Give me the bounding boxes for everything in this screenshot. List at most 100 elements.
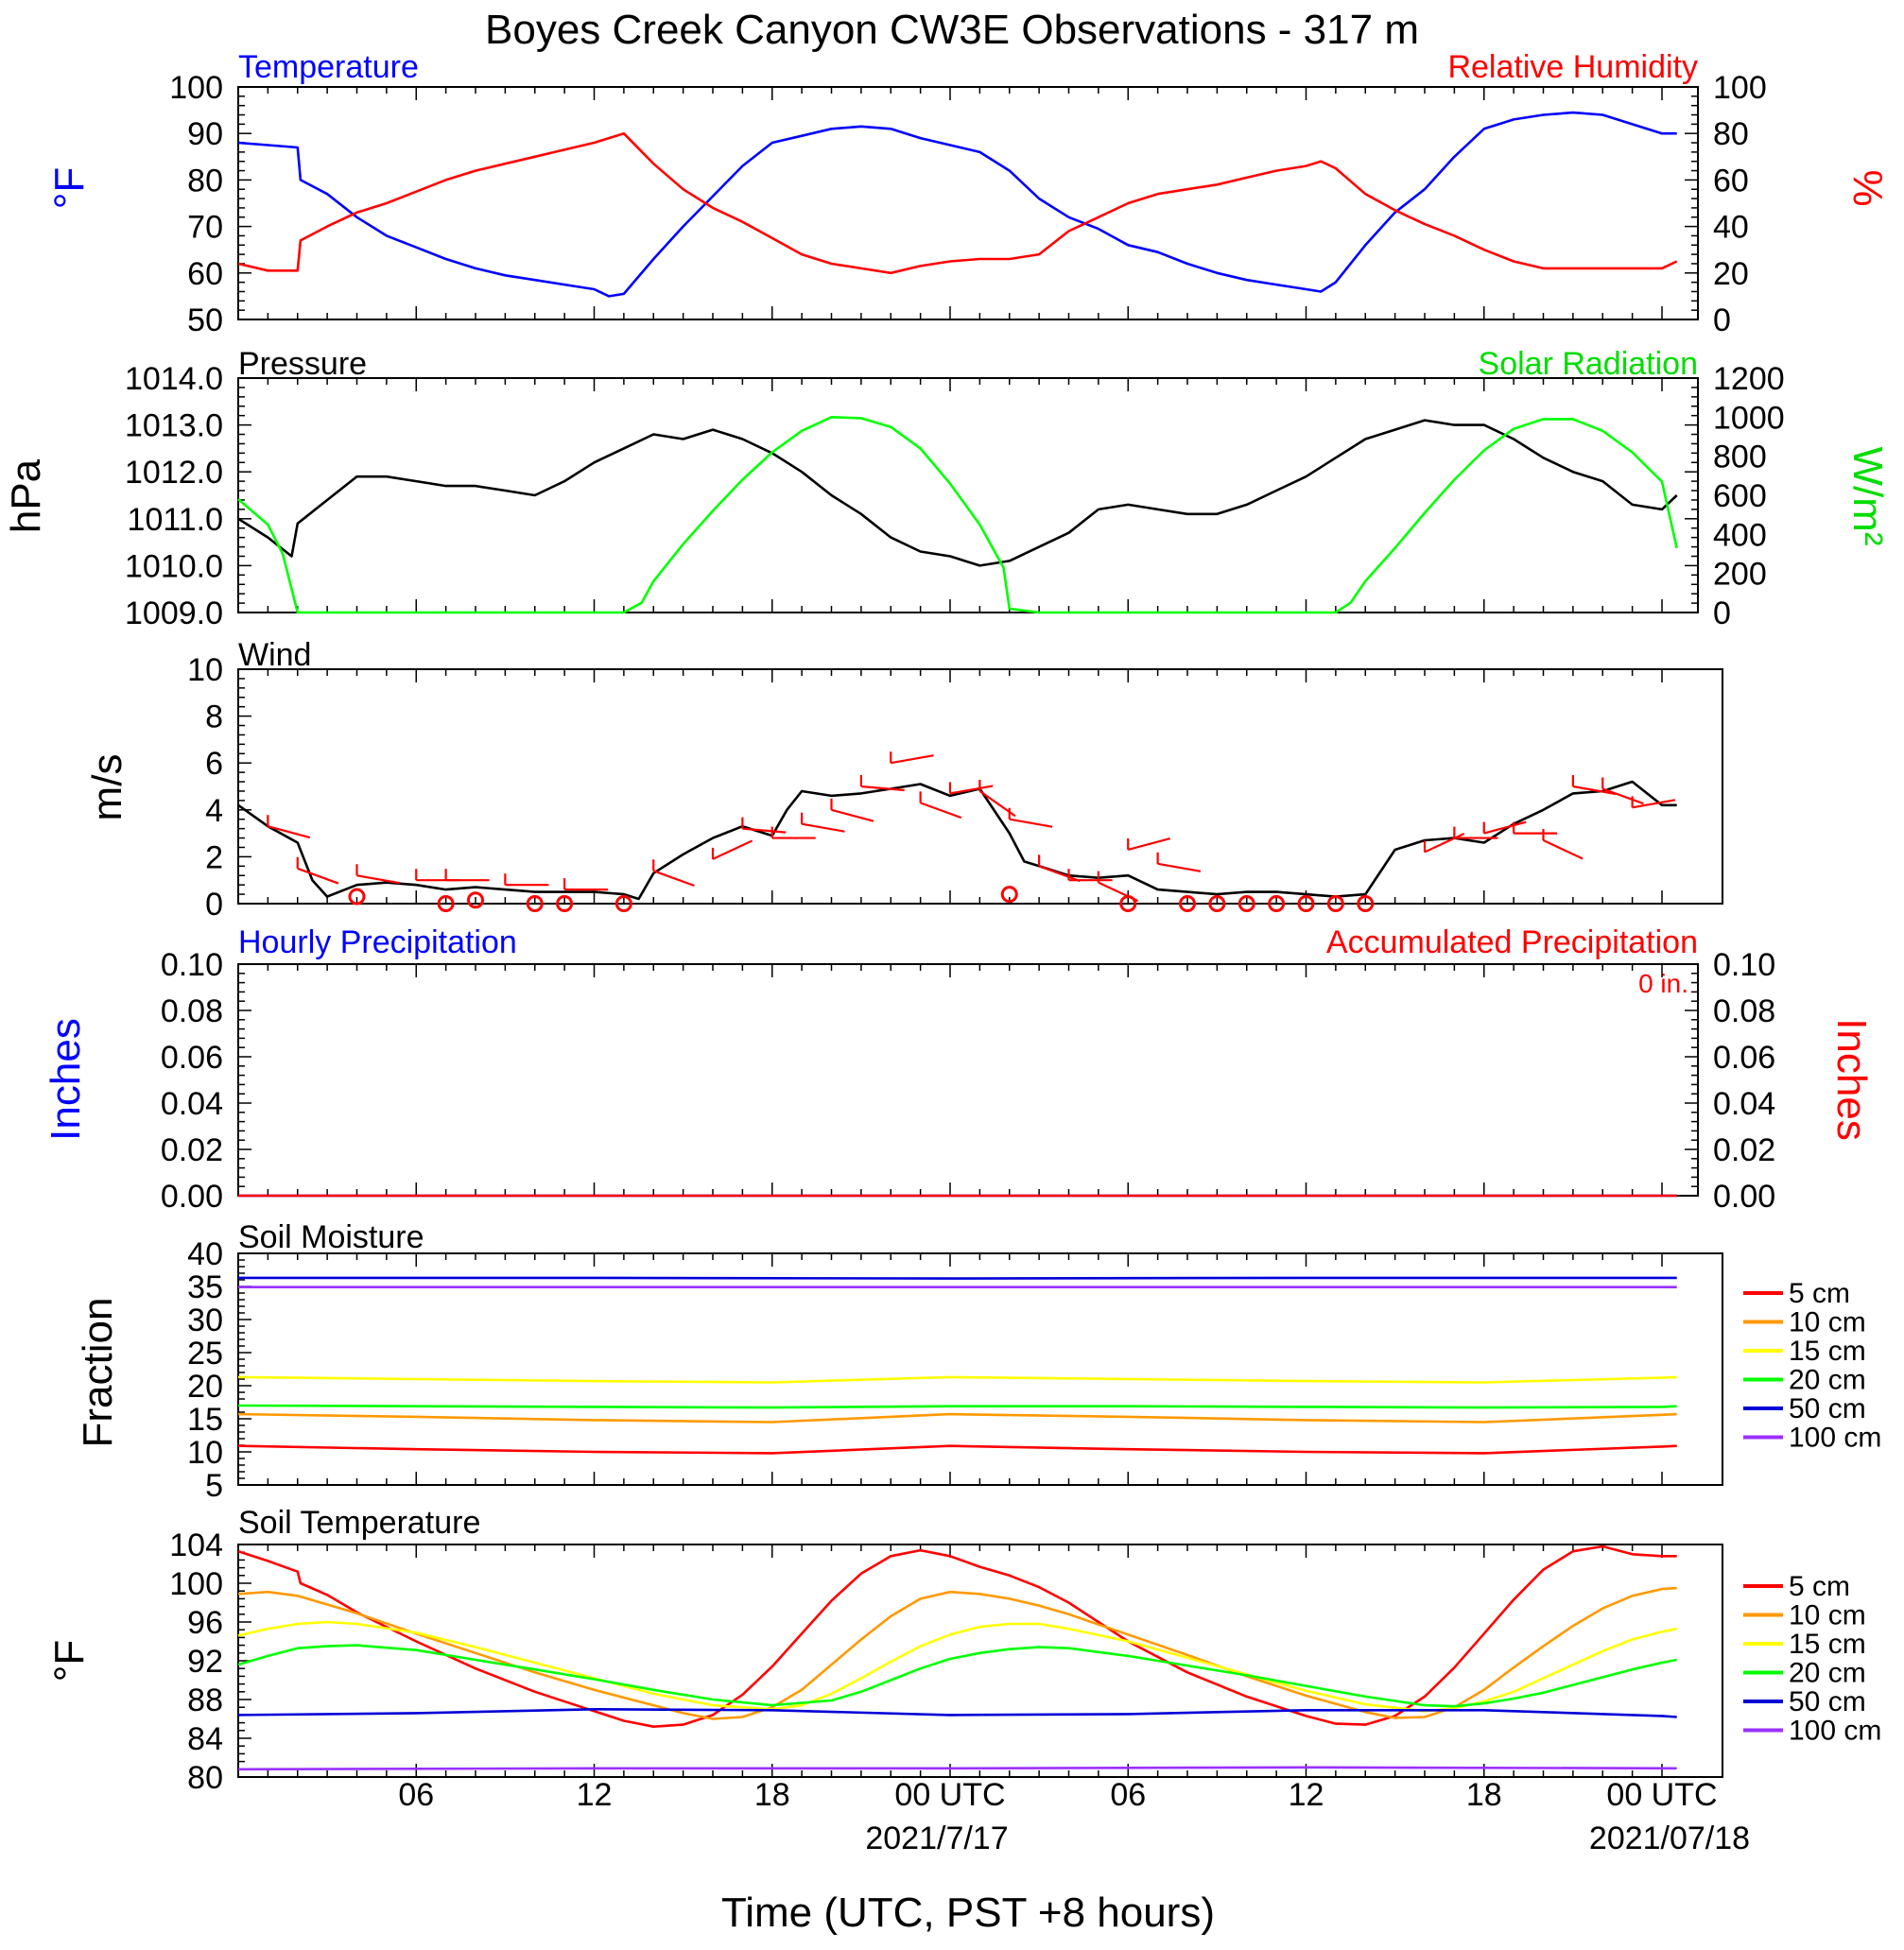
y-tick-label: 15 xyxy=(187,1402,223,1438)
wind-barb xyxy=(831,808,874,822)
y-tick-label: 8 xyxy=(205,699,223,735)
soil-temperature-frame xyxy=(237,1544,1723,1778)
y-tick-label: 0.10 xyxy=(161,947,223,983)
date-label-2: 2021/07/18 xyxy=(1589,1821,1750,1856)
y2-tick-label: 40 xyxy=(1713,210,1749,246)
y-tick-label: 80 xyxy=(187,1760,223,1796)
rh-tick-labels: 0 20 40 60 80 100 xyxy=(1713,70,1767,338)
wind-barb xyxy=(712,839,753,860)
solar-radiation-title: Solar Radiation xyxy=(1479,346,1698,382)
wind-barb xyxy=(1572,785,1617,796)
y-tick-label: 1012.0 xyxy=(125,455,223,491)
y-tick-label: 25 xyxy=(187,1336,223,1372)
y2-tick-label: 0.02 xyxy=(1713,1132,1775,1168)
series-line-relative-humidity xyxy=(237,131,1678,275)
panel-precipitation: Hourly Precipitation Accumulated Precipi… xyxy=(43,924,1875,1215)
soil-moisture-marks xyxy=(237,1252,1663,1486)
panel-wind: Wind m/s 0 2 4 6 8 10 xyxy=(84,637,1723,923)
y-tick-label: 6 xyxy=(205,746,223,782)
legend-label: 50 cm xyxy=(1789,1393,1866,1424)
legend-label: 15 cm xyxy=(1789,1629,1866,1660)
wind-barb xyxy=(742,827,787,834)
y-tick-label: 0.02 xyxy=(161,1132,223,1168)
y-tick-label: 0 xyxy=(205,887,223,923)
x-tick-label: 12 xyxy=(577,1777,613,1813)
soil-moisture-title: Soil Moisture xyxy=(238,1219,424,1255)
series-line-temperature xyxy=(237,111,1677,298)
series-line-5-cm xyxy=(237,1544,1677,1728)
calm-marker xyxy=(526,895,544,912)
y2-tick-label: 0.00 xyxy=(1713,1179,1775,1215)
temp-rh-frame xyxy=(237,86,1699,320)
soil-temperature-title: Soil Temperature xyxy=(238,1505,480,1541)
y-tick-label: 84 xyxy=(187,1721,223,1757)
wind-barb xyxy=(1157,862,1202,872)
wind-barb xyxy=(891,754,934,765)
y-tick-label: 0.04 xyxy=(161,1086,223,1122)
x-tick-label: 00 UTC xyxy=(894,1777,1005,1813)
figure-title: Boyes Creek Canyon CW3E Observations - 3… xyxy=(485,7,1419,53)
x-tick-label: 18 xyxy=(1466,1777,1502,1813)
series-line-50-cm xyxy=(238,1276,1677,1280)
series-line-10-cm xyxy=(237,1586,1677,1720)
wind-barb xyxy=(801,822,845,833)
temp-rh-marks xyxy=(237,86,1698,320)
y-tick-label: 20 xyxy=(187,1369,223,1405)
wind-tick-labels: 0 2 4 6 8 10 xyxy=(187,652,223,923)
y-tick-label: 96 xyxy=(187,1605,223,1641)
y2-tick-label: 0 xyxy=(1713,302,1731,338)
y2-tick-label: 400 xyxy=(1713,517,1767,553)
wind-barb xyxy=(297,867,339,885)
y-tick-label: 1013.0 xyxy=(125,408,223,444)
pressure-unit: hPa xyxy=(3,458,49,533)
series-line-50-cm xyxy=(237,1708,1677,1718)
series-line-15-cm xyxy=(237,1620,1677,1713)
legend-label: 10 cm xyxy=(1789,1600,1866,1631)
soil-moisture-unit: Fraction xyxy=(75,1298,121,1448)
soil-moisture-frame xyxy=(237,1252,1723,1486)
calm-marker xyxy=(1179,895,1196,912)
y2-tick-label: 1000 xyxy=(1713,400,1785,436)
calm-marker xyxy=(1268,895,1286,912)
wind-barb xyxy=(1038,865,1081,883)
y2-tick-label: 600 xyxy=(1713,478,1767,514)
wind-barb xyxy=(1543,839,1584,860)
calm-marker xyxy=(1357,895,1375,912)
wind-barb xyxy=(949,785,994,795)
wind-barb xyxy=(920,802,962,820)
legend-label: 100 cm xyxy=(1789,1716,1881,1747)
legend-label: 10 cm xyxy=(1789,1307,1866,1338)
panel-pressure-solar: Pressure Solar Radiation hPa W/m² 1009.0… xyxy=(3,346,1891,631)
hourly-precip-tick-labels: 0.00 0.02 0.04 0.06 0.08 0.10 xyxy=(161,947,223,1215)
temperature-unit: °F xyxy=(46,167,93,209)
panel-temp-rh: Temperature Relative Humidity °F % 50 60 7… xyxy=(46,49,1891,338)
calm-marker xyxy=(1000,886,1018,904)
wind-title: Wind xyxy=(238,637,311,673)
y2-tick-label: 0 xyxy=(1713,595,1731,631)
x-tick-label: 06 xyxy=(398,1777,434,1813)
x-tick-labels: 06 12 18 00 UTC 06 12 18 00 UTC xyxy=(398,1777,1717,1813)
calm-marker xyxy=(467,891,484,909)
series-line-20-cm xyxy=(237,1644,1677,1708)
series-line-wind-speed xyxy=(237,780,1677,901)
relative-humidity-title: Relative Humidity xyxy=(1447,49,1698,85)
legend-label: 20 cm xyxy=(1789,1365,1866,1396)
temperature-tick-labels: 50 60 70 80 90 100 xyxy=(169,70,223,338)
accumulated-precip-unit: Inches xyxy=(1828,1018,1875,1141)
series-line-5-cm xyxy=(237,1444,1677,1455)
y-tick-label: 100 xyxy=(169,1566,223,1602)
calm-marker xyxy=(1238,895,1255,912)
series-line-15-cm xyxy=(237,1375,1677,1384)
wind-barb xyxy=(1483,820,1527,835)
wind-barb xyxy=(860,785,905,792)
series-line-20-cm xyxy=(237,1404,1677,1409)
calm-marker xyxy=(1119,895,1137,912)
legend-label: 100 cm xyxy=(1789,1423,1881,1454)
y-tick-label: 0.00 xyxy=(161,1179,223,1215)
y-tick-label: 1011.0 xyxy=(128,502,223,538)
legend-label: 5 cm xyxy=(1789,1278,1850,1309)
